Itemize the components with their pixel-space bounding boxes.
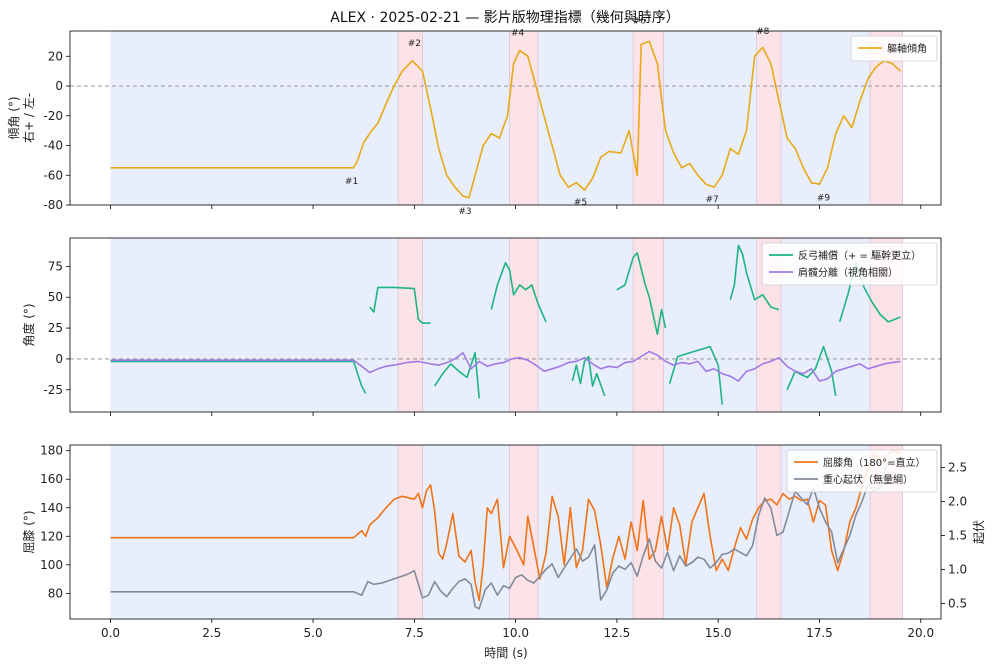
y-axis-label-middle: 角度 (°) bbox=[21, 303, 36, 346]
series-line-2 bbox=[110, 459, 901, 610]
series-line-1 bbox=[490, 261, 547, 323]
y-tick-label-right: 1.5 bbox=[948, 528, 967, 542]
event-label: #1 bbox=[345, 177, 358, 187]
plot-frame bbox=[69, 30, 942, 206]
event-label: #5 bbox=[574, 198, 587, 208]
y-tick-label: 120 bbox=[40, 529, 63, 543]
x-tick-label: 5.0 bbox=[304, 626, 323, 640]
legend-box bbox=[850, 35, 938, 62]
panel-middle-angles: -25 0 25 50 75 反弓補償（+ = 驅幹更立） 肩髖分離（視角相關） 角度 (… bbox=[21, 237, 942, 416]
phase-band-highlight bbox=[633, 31, 664, 205]
series-line-1 bbox=[668, 345, 723, 405]
legend-bottom: 屈膝角（180°=直立） 重心起伏（無量綱） bbox=[786, 449, 938, 493]
y-tick-label: -40 bbox=[43, 139, 63, 153]
series-line-1 bbox=[433, 352, 480, 399]
x-tick-label: 0.0 bbox=[101, 626, 120, 640]
series-line-1 bbox=[110, 360, 367, 394]
y-tick-label: -80 bbox=[43, 198, 63, 212]
phase-band-highlight bbox=[509, 31, 538, 205]
y-tick-label: 0 bbox=[55, 79, 63, 93]
event-annotations: #1 #2 #3 #4 #5 #6 #7 #8 #9 bbox=[345, 17, 831, 217]
series-line-1 bbox=[110, 40, 902, 199]
legend-top: 軀軸傾角 bbox=[850, 35, 938, 62]
y-tick-label: -60 bbox=[43, 168, 63, 182]
phase-band-highlight bbox=[509, 238, 538, 412]
event-label: #4 bbox=[511, 28, 525, 38]
y-tick-label: 20 bbox=[48, 49, 63, 63]
y-tick-label: 140 bbox=[40, 501, 63, 515]
x-tick-label: 17.5 bbox=[806, 626, 833, 640]
chart-title: ALEX · 2025-02-21 — 影片版物理指標（幾何與時序） bbox=[330, 10, 679, 26]
y-tick-label-right: 0.5 bbox=[948, 596, 967, 610]
series-middle bbox=[110, 244, 901, 405]
y-axis-label-top: 傾角 (°) bbox=[7, 96, 21, 139]
x-tick-label: 10.0 bbox=[502, 626, 529, 640]
event-label: #6 bbox=[633, 17, 647, 27]
y-tick-label: 50 bbox=[48, 290, 63, 304]
event-label: #3 bbox=[458, 207, 471, 217]
phase-band-highlight bbox=[398, 238, 423, 412]
y-tick-label: 180 bbox=[40, 444, 63, 458]
x-tick-label: 15.0 bbox=[705, 626, 732, 640]
y-tick-label: 80 bbox=[48, 586, 63, 600]
x-tick-label: 20.0 bbox=[907, 626, 934, 640]
series-top bbox=[110, 40, 902, 199]
legend-box bbox=[786, 449, 938, 493]
axes-middle: -25 0 25 50 75 bbox=[43, 237, 942, 416]
y-axis-label-right-bottom: 起伏 bbox=[972, 520, 986, 544]
phase-band-highlight bbox=[509, 445, 538, 619]
y-tick-label: 25 bbox=[48, 321, 63, 335]
event-label: #7 bbox=[705, 195, 718, 205]
y-tick-label: -20 bbox=[43, 109, 63, 123]
legend-entry-1: 屈膝角（180°=直立） bbox=[823, 456, 925, 469]
phase-band-highlight bbox=[756, 445, 781, 619]
panel-bottom-knee: 80 100 120 140 160 180 0.5 1.0 1.5 2.0 2.5 0.0 2.5 5.… bbox=[22, 444, 986, 640]
event-label: #2 bbox=[408, 39, 421, 49]
legend-entry-2: 肩髖分離（視角相關） bbox=[798, 266, 898, 279]
y-tick-label: 100 bbox=[40, 558, 63, 572]
series-line-1 bbox=[369, 286, 431, 324]
phase-band-highlight bbox=[398, 31, 423, 205]
y-tick-label-right: 2.0 bbox=[948, 494, 967, 508]
y-tick-label: 0 bbox=[55, 352, 63, 366]
legend-entry-2: 重心起伏（無量綱） bbox=[823, 473, 913, 486]
y-tick-label-right: 1.0 bbox=[948, 562, 967, 576]
series-line-1 bbox=[729, 244, 780, 311]
x-tick-label: 2.5 bbox=[202, 626, 221, 640]
axes-bottom: 80 100 120 140 160 180 0.5 1.0 1.5 2.0 2.5 0.0 2.5 5.… bbox=[40, 444, 967, 640]
plot-frame bbox=[69, 237, 942, 413]
phase-band-highlight bbox=[756, 31, 781, 205]
y-tick-label: 75 bbox=[48, 259, 63, 273]
legend-entry-1: 軀軸傾角 bbox=[887, 42, 927, 55]
legend-entry-1: 反弓補償（+ = 驅幹更立） bbox=[798, 249, 921, 262]
y-axis-label-bottom: 屈膝 (°) bbox=[22, 510, 36, 553]
x-tick-label: 12.5 bbox=[604, 626, 631, 640]
y-tick-label: -25 bbox=[43, 383, 63, 397]
plot-frame bbox=[69, 444, 942, 620]
y-tick-label: 160 bbox=[40, 472, 63, 486]
x-tick-label: 7.5 bbox=[405, 626, 424, 640]
series-line-1 bbox=[616, 252, 667, 336]
series-line-1 bbox=[838, 261, 901, 323]
series-line-2 bbox=[110, 350, 901, 382]
legend-box bbox=[761, 242, 938, 286]
phase-band-highlight bbox=[398, 445, 423, 619]
y-axis-sublabel-top: 右+ / 左- bbox=[21, 93, 36, 143]
event-label: #8 bbox=[756, 27, 770, 37]
axes-top: -80 -60 -40 -20 0 20 bbox=[43, 30, 942, 212]
legend-middle: 反弓補償（+ = 驅幹更立） 肩髖分離（視角相關） bbox=[761, 242, 938, 286]
series-bottom bbox=[110, 449, 901, 610]
event-label: #9 bbox=[817, 194, 831, 204]
x-axis-label: 時間 (s) bbox=[484, 646, 527, 660]
y-tick-label-right: 2.5 bbox=[948, 460, 967, 474]
